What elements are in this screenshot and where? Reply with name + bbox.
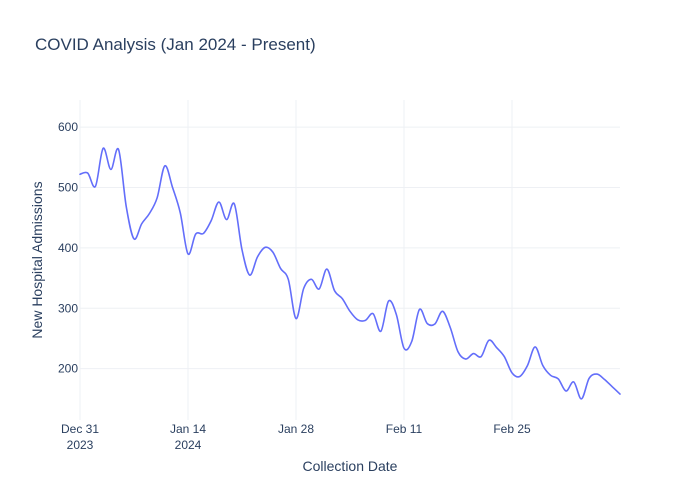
- x-axis-title: Collection Date: [303, 458, 398, 474]
- x-tick-label-year: 2024: [175, 438, 202, 452]
- y-tick-label: 600: [58, 120, 78, 134]
- series-layer: [79, 147, 621, 400]
- x-tick-label: Feb 25: [493, 422, 531, 436]
- chart-title: COVID Analysis (Jan 2024 - Present): [35, 35, 316, 54]
- y-tick-label: 200: [58, 362, 78, 376]
- x-tick-label: Feb 11: [386, 422, 423, 436]
- y-axis-title: New Hospital Admissions: [29, 181, 45, 338]
- x-tick-label-year: 2023: [67, 438, 94, 452]
- y-tick-label: 400: [58, 241, 78, 255]
- gridlines: [79, 100, 620, 420]
- x-tick-label: Jan 14: [170, 422, 206, 436]
- y-tick-label: 500: [58, 181, 78, 195]
- y-axis-ticks: 200 300 400 500 600: [58, 120, 78, 376]
- y-tick-label: 300: [58, 301, 78, 315]
- x-tick-label: Jan 28: [278, 422, 314, 436]
- x-tick-label: Dec 31: [61, 422, 99, 436]
- series-line: [79, 147, 621, 400]
- x-axis-ticks: Dec 31 2023 Jan 14 2024 Jan 28 Feb 11 Feb 25: [61, 422, 531, 452]
